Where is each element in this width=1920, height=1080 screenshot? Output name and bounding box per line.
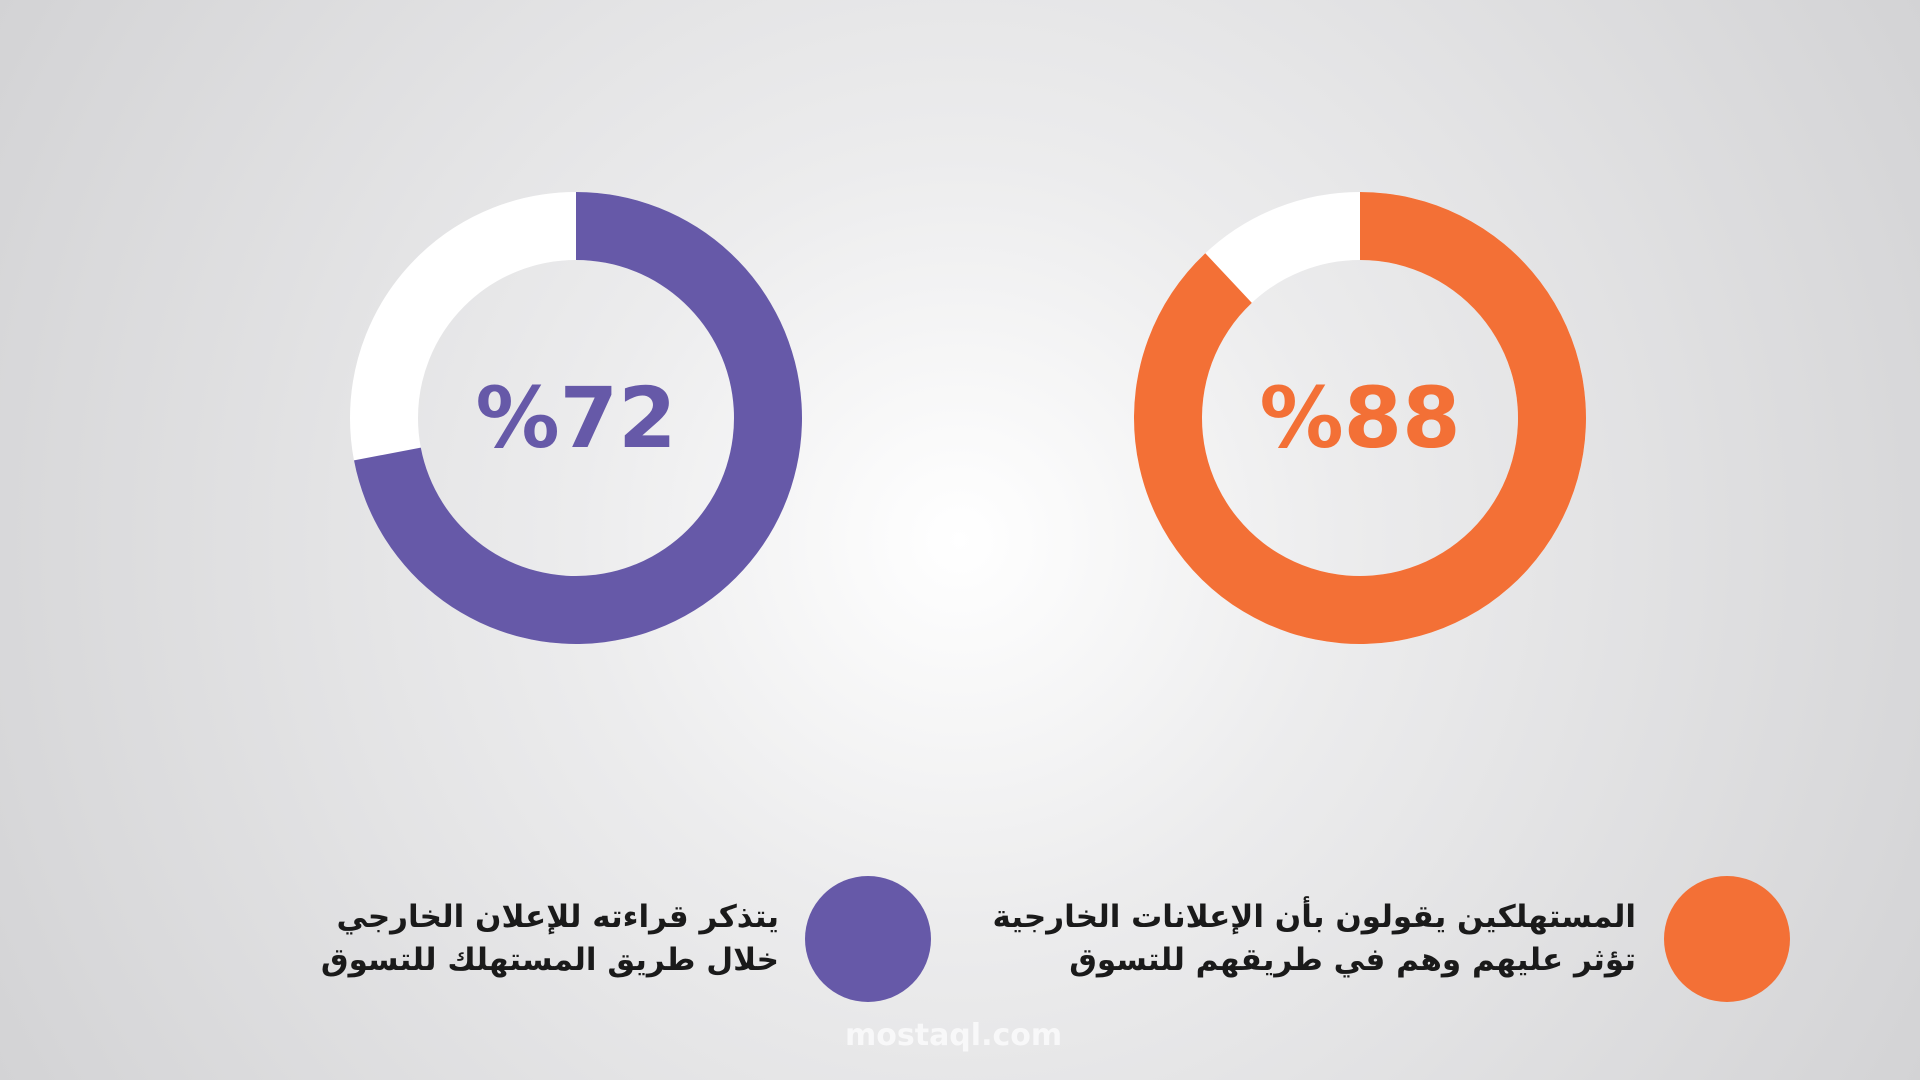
legend-dot [805, 876, 931, 1002]
legend-line: تؤثر عليهم وهم في طريقهم للتسوق [1069, 942, 1636, 978]
watermark: mostaql.com [845, 1018, 1063, 1053]
legend-line: يتذكر قراءته للإعلان الخارجي [336, 899, 779, 935]
legend-text: المستهلكين يقولون بأن الإعلانات الخارجية… [992, 896, 1636, 982]
legend-line: المستهلكين يقولون بأن الإعلانات الخارجية [992, 899, 1636, 935]
legend-line: خلال طريق المستهلك للتسوق [320, 942, 779, 978]
donut-arc [1134, 192, 1586, 644]
legend-text: يتذكر قراءته للإعلان الخارجي خلال طريق ال… [321, 896, 779, 982]
percent-label: %88 [1259, 369, 1460, 467]
donut-arc [354, 192, 802, 645]
legend-dot [1664, 876, 1790, 1002]
percent-label: %72 [475, 369, 676, 467]
